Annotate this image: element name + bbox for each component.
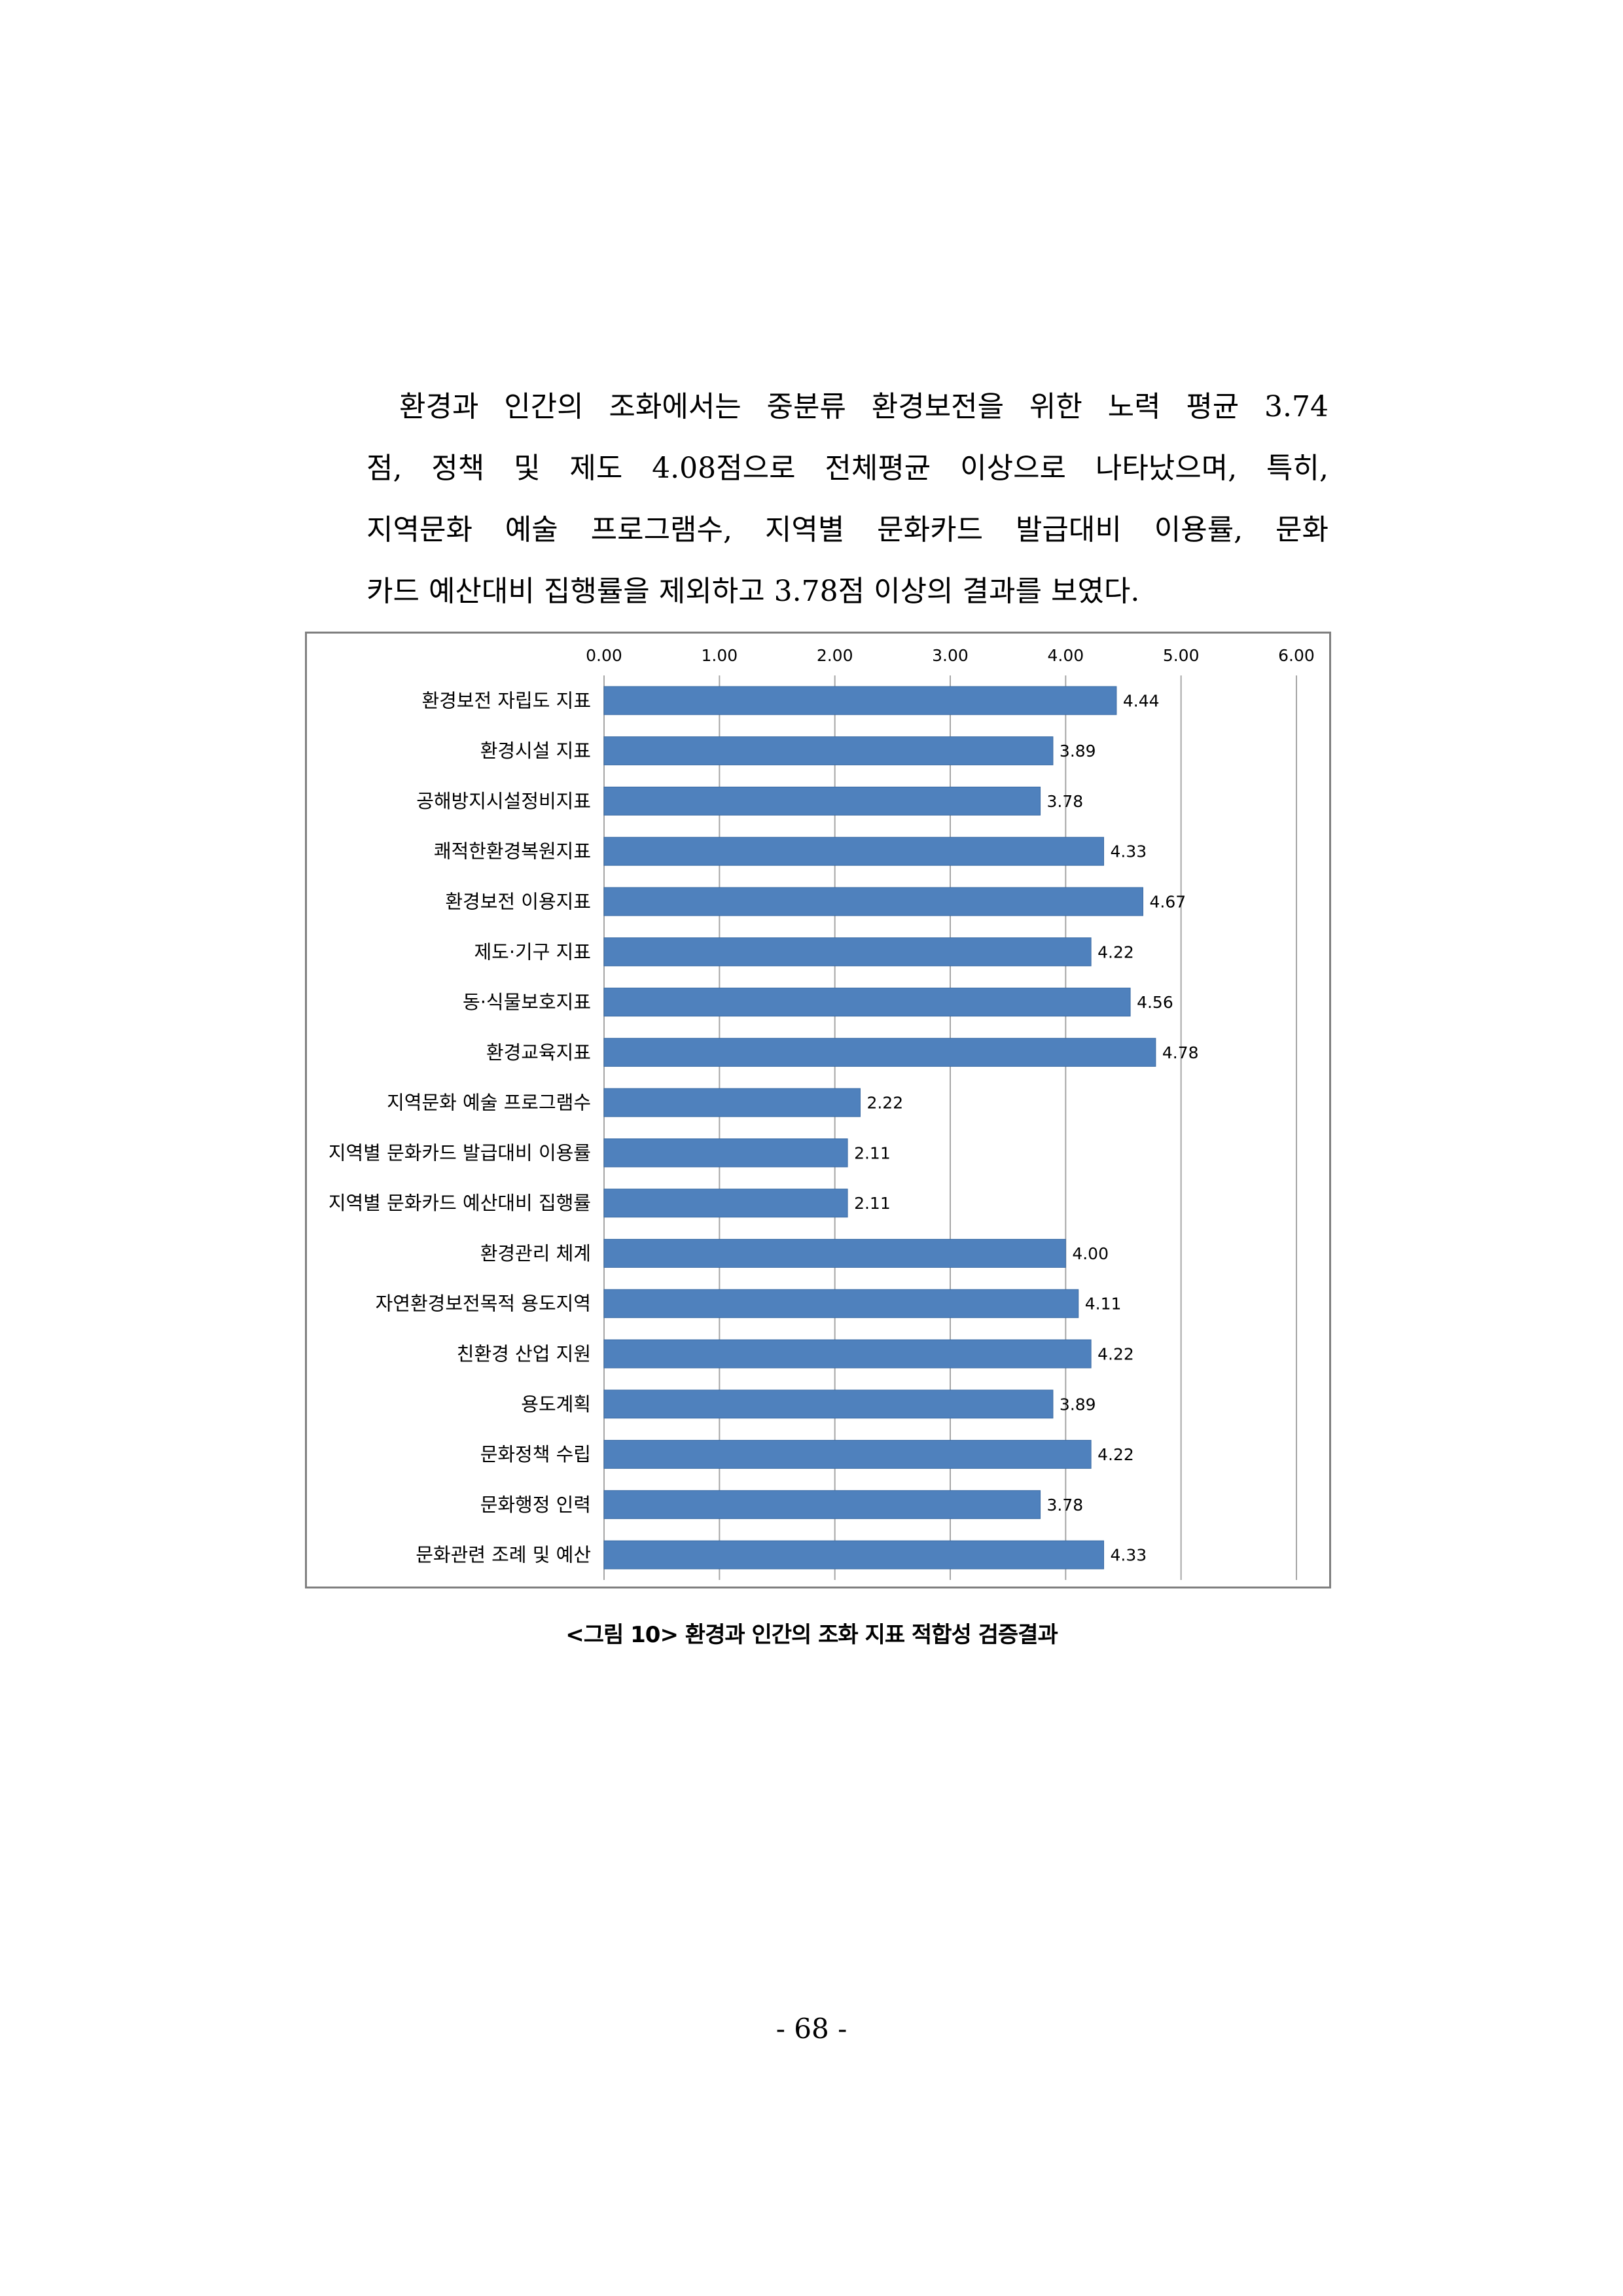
bar-chart: 0.00 1.00 2.00 3.00 4.00 5.00 6.00 환경보전 자립도 지표 4…	[329, 646, 1315, 1580]
data-label: 3.89	[1060, 1395, 1096, 1414]
bar	[603, 836, 1105, 866]
category-label: 자연환경보전목적 용도지역	[376, 1293, 591, 1315]
category-label: 지역별 문화카드 예산대비 집행률	[329, 1192, 591, 1214]
category-label: 제도·기구 지표	[474, 941, 591, 963]
data-label: 4.00	[1072, 1244, 1109, 1263]
data-label: 2.22	[866, 1094, 903, 1113]
category-label: 동·식물보호지표	[463, 991, 591, 1013]
data-label: 4.11	[1085, 1295, 1122, 1314]
bar	[603, 1289, 1079, 1318]
x-tick-label: 5.00	[1163, 646, 1200, 665]
bar	[603, 786, 1041, 816]
data-label: 4.22	[1097, 942, 1134, 961]
x-tick-label: 4.00	[1047, 646, 1084, 665]
data-label: 2.11	[854, 1143, 891, 1162]
bar	[603, 988, 1131, 1017]
bar	[603, 1189, 848, 1218]
data-label: 2.11	[854, 1194, 891, 1213]
data-label: 4.67	[1149, 893, 1186, 912]
category-label: 환경관리 체계	[480, 1242, 591, 1265]
category-label: 지역문화 예술 프로그램수	[387, 1092, 591, 1114]
category-label: 지역별 문화카드 발급대비 이용률	[329, 1141, 591, 1164]
x-tick-label: 0.00	[586, 646, 622, 665]
paragraph-line: 환경과 인간의 조화에서는 중분류 환경보전을 위한 노력 평균 3.74	[399, 390, 1329, 423]
x-tick-label: 3.00	[932, 646, 969, 665]
category-label: 환경교육지표	[486, 1041, 591, 1064]
data-label: 3.78	[1047, 792, 1084, 811]
page-number: - 68 -	[776, 2013, 847, 2045]
bar	[603, 1138, 848, 1168]
bar	[603, 887, 1143, 916]
bar	[603, 1490, 1041, 1519]
category-label: 친환경 산업 지원	[457, 1343, 591, 1365]
category-label: 용도계획	[521, 1393, 591, 1415]
category-label: 쾌적한환경복원지표	[434, 840, 591, 863]
bar	[603, 1037, 1156, 1067]
category-label: 문화관련 조례 및 예산	[416, 1544, 591, 1566]
data-label: 4.22	[1097, 1345, 1134, 1364]
paragraph-line: 지역문화 예술 프로그램수, 지역별 문화카드 발급대비 이용률, 문화	[366, 513, 1329, 547]
category-label: 환경보전 자립도 지표	[421, 689, 591, 711]
body-paragraph: 환경과 인간의 조화에서는 중분류 환경보전을 위한 노력 평균 3.74 점,…	[366, 376, 1329, 622]
bar	[603, 686, 1117, 715]
data-label: 4.56	[1137, 993, 1173, 1012]
x-tick-label: 2.00	[817, 646, 853, 665]
data-label: 4.33	[1111, 842, 1147, 861]
bar	[603, 1339, 1092, 1369]
bar	[603, 1440, 1092, 1469]
data-label: 4.33	[1111, 1546, 1147, 1565]
bar	[603, 1088, 861, 1117]
data-label: 4.22	[1097, 1445, 1134, 1464]
bar	[603, 1238, 1066, 1268]
x-tick-label: 6.00	[1278, 646, 1315, 665]
paragraph-line: 카드 예산대비 집행률을 제외하고 3.78점 이상의 결과를 보였다.	[366, 575, 1140, 608]
category-label: 문화정책 수립	[480, 1443, 591, 1465]
data-label: 4.78	[1162, 1043, 1199, 1062]
category-label: 환경보전 이용지표	[445, 891, 591, 913]
figure-caption: <그림 10> 환경과 인간의 조화 지표 적합성 검증결과	[565, 1622, 1058, 1648]
paragraph-line: 점, 정책 및 제도 4.08점으로 전체평균 이상으로 나타났으며, 특히,	[366, 452, 1329, 485]
data-label: 4.44	[1123, 691, 1160, 710]
bar	[603, 736, 1054, 766]
chart-frame: 0.00 1.00 2.00 3.00 4.00 5.00 6.00 환경보전 자립도 지표 4…	[305, 632, 1331, 1588]
bar	[603, 1540, 1105, 1570]
x-tick-label: 1.00	[701, 646, 738, 665]
category-label: 공해방지시설정비지표	[416, 790, 591, 812]
category-label: 문화행정 인력	[480, 1494, 591, 1516]
bar	[603, 1390, 1054, 1419]
data-label: 3.89	[1060, 742, 1096, 761]
category-label: 환경시설 지표	[480, 740, 591, 762]
data-label: 3.78	[1047, 1496, 1084, 1515]
bar	[603, 937, 1092, 967]
